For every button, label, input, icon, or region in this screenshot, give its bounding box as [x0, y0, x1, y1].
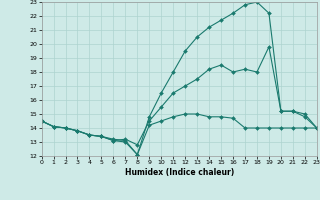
X-axis label: Humidex (Indice chaleur): Humidex (Indice chaleur)	[124, 168, 234, 177]
